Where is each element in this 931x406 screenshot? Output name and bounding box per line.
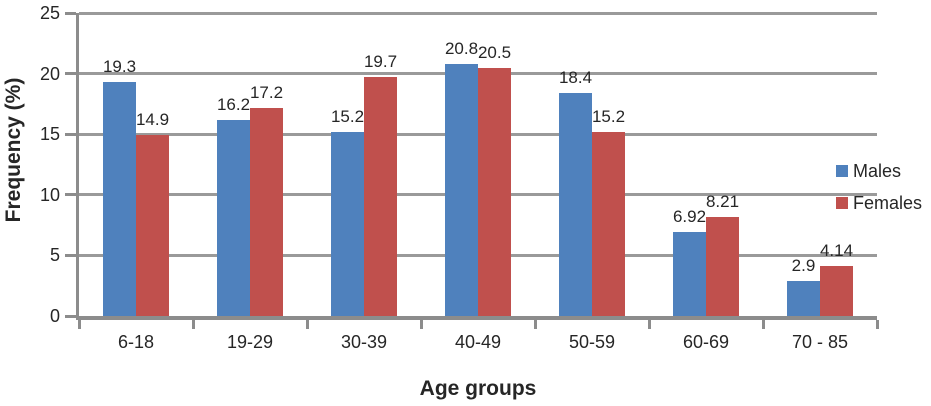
bar-group-60-69: 6.92 8.21 bbox=[649, 13, 763, 316]
legend: Males Females bbox=[836, 161, 922, 225]
x-axis-labels: 6-18 19-29 30-39 40-49 50-59 60-69 70 - 85 bbox=[79, 331, 877, 355]
legend-item-females: Females bbox=[836, 193, 922, 213]
bar-group-19-29: 16.2 17.2 bbox=[193, 13, 307, 316]
bar-value-label: 6.92 bbox=[672, 207, 707, 227]
plot-area: 19.3 14.9 16.2 17.2 15.2 19.7 20.8 20.5 18.4 15.2… bbox=[65, 11, 879, 329]
y-axis-labels: 0 5 10 15 20 25 bbox=[0, 3, 60, 326]
legend-label: Females bbox=[853, 193, 923, 213]
x-tick-label: 70 - 85 bbox=[791, 332, 849, 352]
females-bar: 4.14 bbox=[820, 241, 853, 316]
y-tick-label: 25 bbox=[39, 3, 60, 23]
bar-group-40-49: 20.8 20.5 bbox=[421, 13, 535, 316]
females-bar: 19.7 bbox=[364, 52, 397, 316]
males-swatch-icon bbox=[836, 165, 848, 177]
bar-value-label: 17.2 bbox=[249, 82, 284, 102]
bar-group-70-85: 2.9 4.14 bbox=[763, 13, 877, 316]
y-tick-mark bbox=[65, 193, 76, 197]
x-axis-line bbox=[76, 316, 877, 320]
females-bar: 8.21 bbox=[706, 192, 739, 316]
bar-value-label: 19.7 bbox=[363, 52, 398, 72]
x-tick-label: 50-59 bbox=[568, 332, 616, 352]
y-tick-label: 20 bbox=[39, 63, 60, 84]
males-bar: 2.9 bbox=[787, 256, 820, 316]
legend-label: Males bbox=[853, 161, 902, 181]
bar-group-30-39: 15.2 19.7 bbox=[307, 13, 421, 316]
males-bar: 18.4 bbox=[559, 68, 592, 316]
bar-value-label: 2.9 bbox=[791, 255, 816, 275]
bar-value-label: 15.2 bbox=[591, 106, 626, 126]
females-bar: 14.9 bbox=[136, 110, 169, 316]
females-bar: 20.5 bbox=[478, 43, 511, 316]
bar-value-label: 4.14 bbox=[819, 240, 854, 260]
males-bar: 6.92 bbox=[673, 207, 706, 316]
x-tick-label: 40-49 bbox=[454, 332, 502, 352]
y-tick-mark bbox=[65, 253, 76, 257]
females-bar: 15.2 bbox=[592, 107, 625, 316]
bar-group-50-59: 18.4 15.2 bbox=[535, 13, 649, 316]
bar-value-label: 20.8 bbox=[444, 38, 479, 58]
males-bar: 16.2 bbox=[217, 95, 250, 316]
bar-value-label: 8.21 bbox=[705, 191, 740, 211]
y-tick-mark bbox=[65, 11, 76, 15]
females-bar: 17.2 bbox=[250, 83, 283, 316]
bar-value-label: 18.4 bbox=[558, 68, 593, 87]
y-tick-label: 15 bbox=[39, 124, 60, 145]
x-tick-mark bbox=[533, 320, 537, 329]
x-axis-title: Age groups bbox=[419, 377, 537, 400]
x-tick-mark bbox=[647, 320, 651, 329]
y-tick-mark bbox=[65, 72, 76, 76]
legend-item-males: Males bbox=[836, 161, 922, 181]
x-tick-label: 6-18 bbox=[117, 332, 155, 352]
x-tick-mark bbox=[875, 320, 879, 329]
x-tick-label: 19-29 bbox=[226, 332, 274, 352]
y-tick-label: 0 bbox=[49, 306, 60, 326]
bar-group-6-18: 19.3 14.9 bbox=[79, 13, 193, 316]
x-tick-label: 60-69 bbox=[682, 332, 730, 352]
y-tick-mark bbox=[65, 314, 76, 318]
bar-value-label: 20.5 bbox=[477, 42, 512, 62]
x-tick-mark bbox=[419, 320, 423, 329]
bar-value-label: 19.3 bbox=[102, 57, 137, 77]
y-axis-line bbox=[76, 13, 79, 320]
x-tick-label: 30-39 bbox=[340, 332, 388, 352]
y-tick-mark bbox=[65, 132, 76, 136]
gridline bbox=[79, 11, 877, 15]
y-tick-label: 10 bbox=[39, 184, 60, 205]
bar-value-label: 16.2 bbox=[216, 94, 251, 114]
males-bar: 20.8 bbox=[445, 39, 478, 316]
bar-value-label: 15.2 bbox=[330, 106, 365, 126]
y-tick-label: 5 bbox=[49, 245, 60, 266]
x-tick-mark bbox=[77, 320, 81, 329]
males-bar: 15.2 bbox=[331, 107, 364, 316]
males-bar: 19.3 bbox=[103, 57, 136, 316]
x-tick-mark bbox=[191, 320, 195, 329]
females-swatch-icon bbox=[836, 197, 848, 209]
x-tick-mark bbox=[761, 320, 765, 329]
bar-value-label: 14.9 bbox=[135, 110, 170, 130]
x-tick-mark bbox=[305, 320, 309, 329]
